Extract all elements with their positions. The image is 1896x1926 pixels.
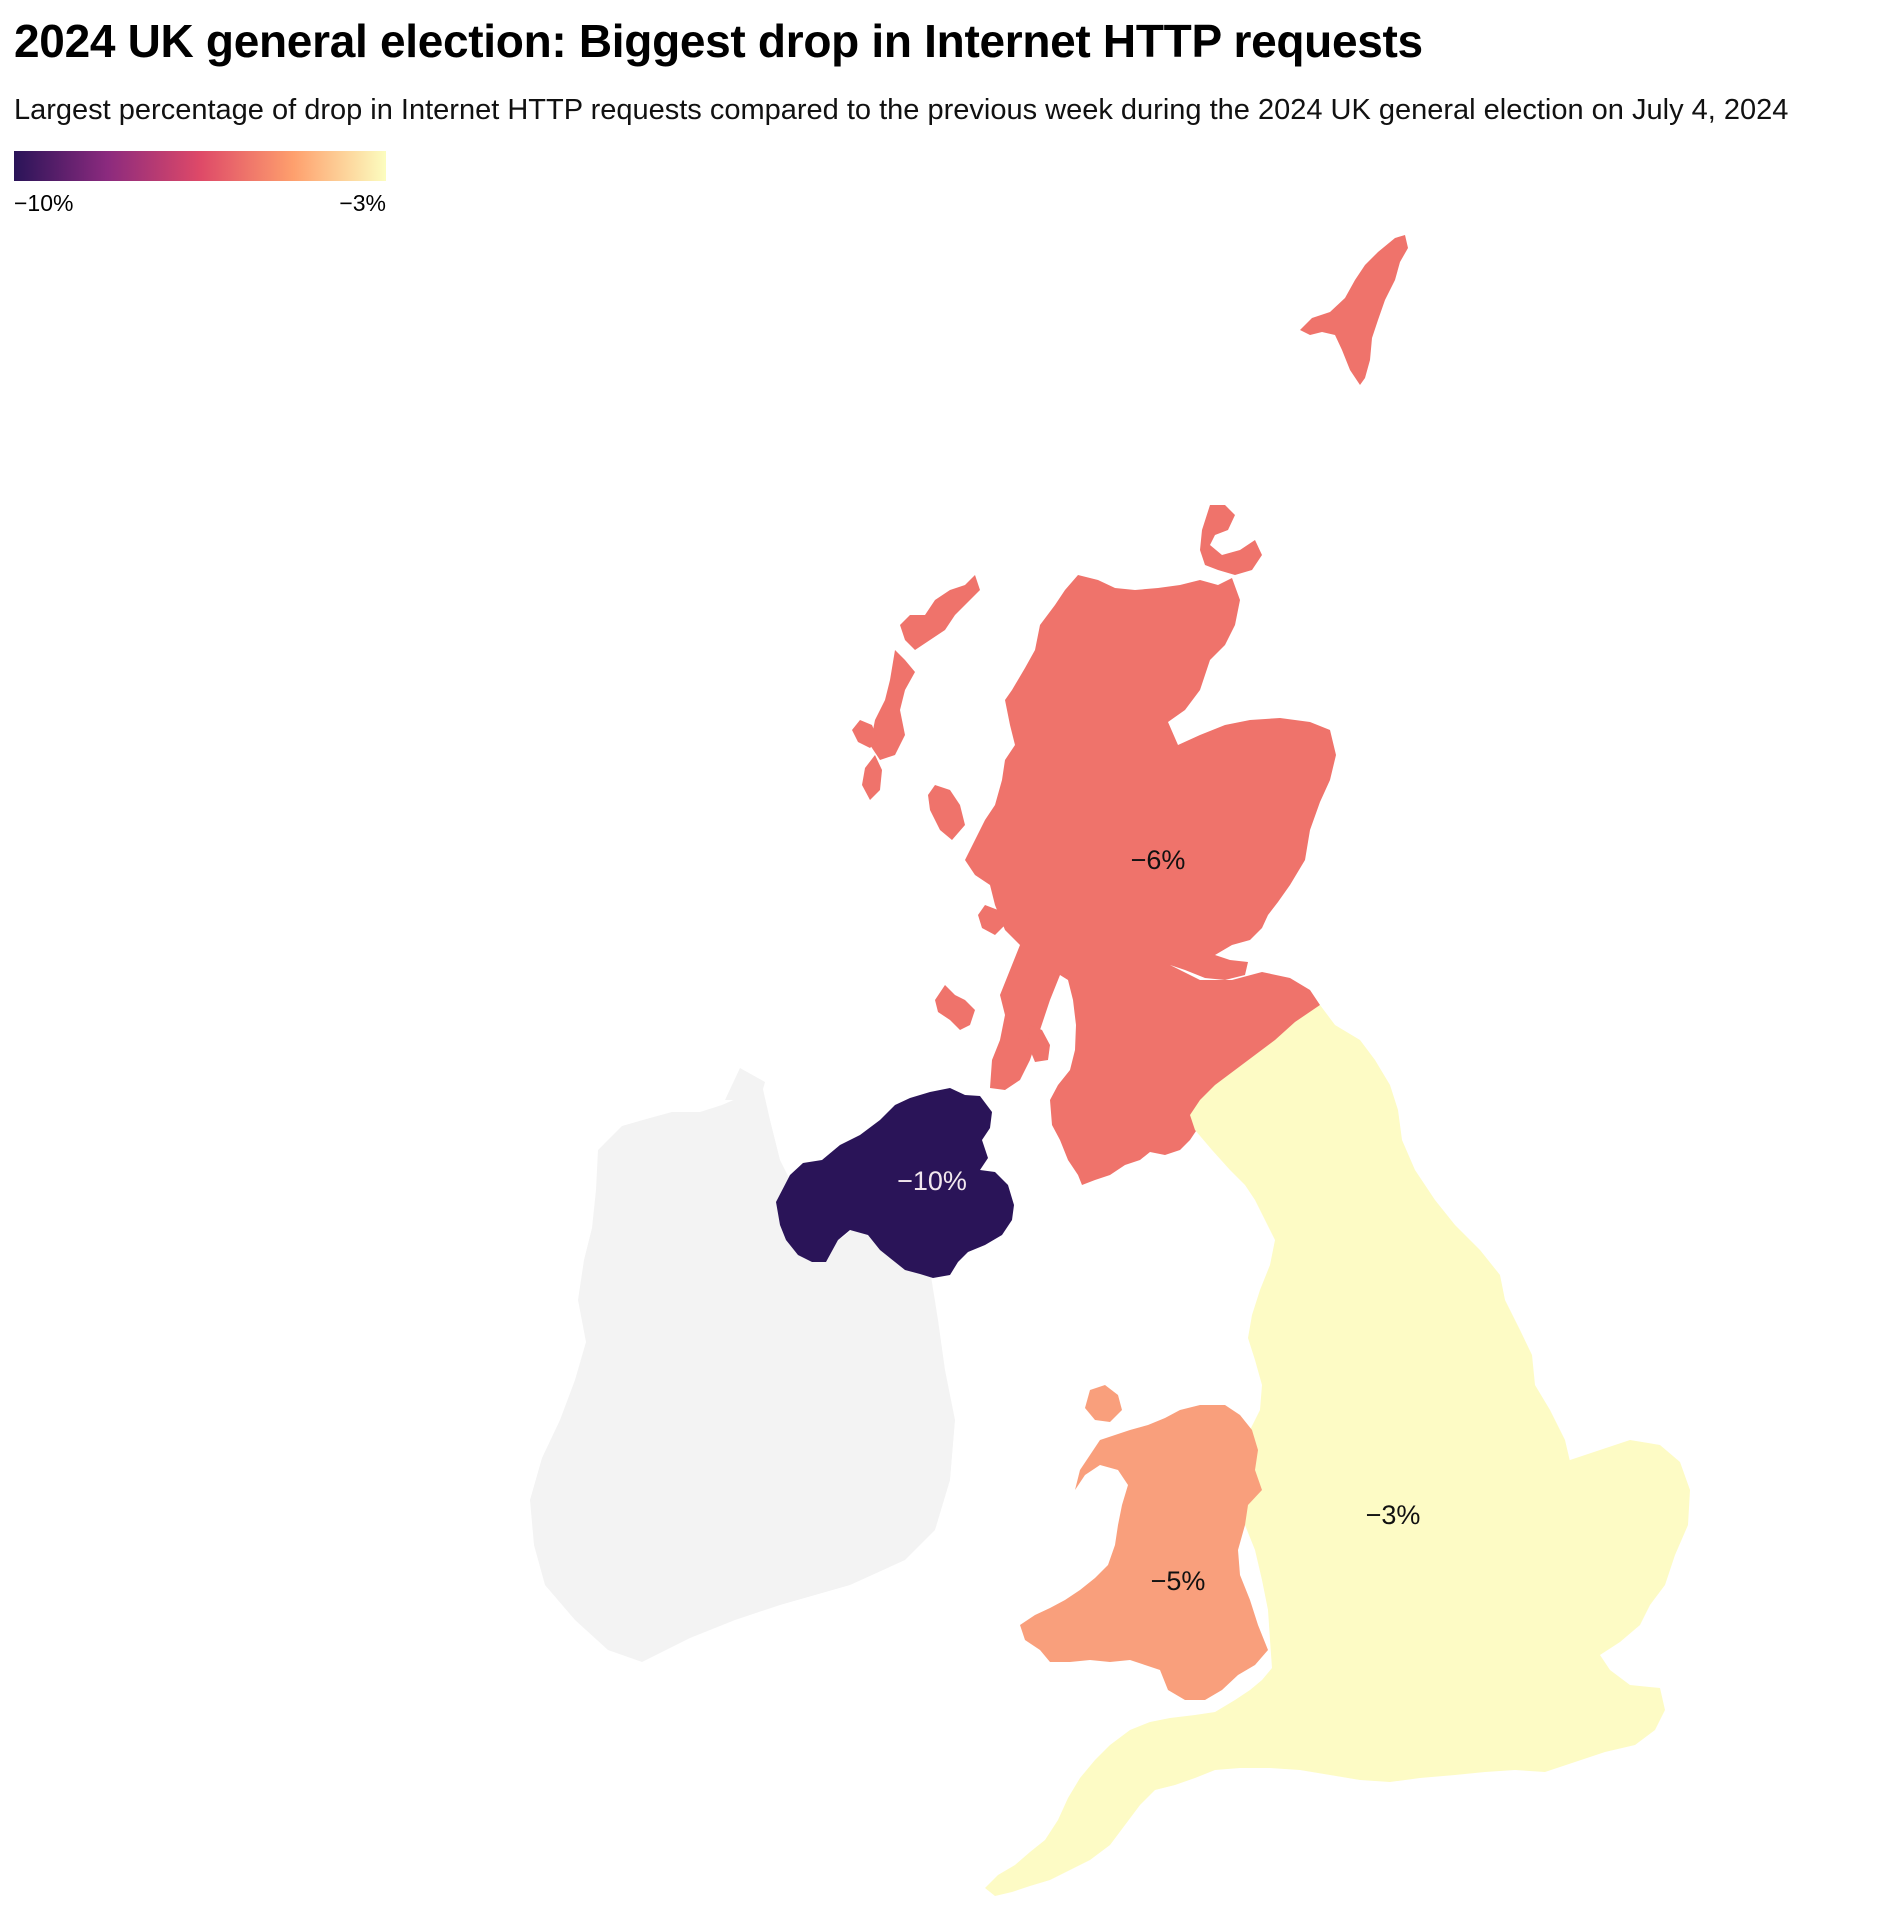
legend-gradient-bar	[14, 151, 386, 181]
legend-min-label: −10%	[14, 190, 74, 216]
label-northern-ireland: −10%	[897, 1166, 967, 1196]
region-england[interactable]	[985, 1005, 1690, 1896]
color-legend: −10% −3%	[14, 151, 386, 220]
chart-subtitle: Largest percentage of drop in Internet H…	[14, 94, 1789, 126]
region-ireland	[530, 1068, 955, 1662]
label-england: −3%	[1366, 1500, 1421, 1530]
region-wales[interactable]	[1020, 1385, 1268, 1700]
region-scotland[interactable]	[852, 235, 1408, 1185]
label-wales: −5%	[1151, 1566, 1206, 1596]
region-northern-ireland[interactable]	[776, 1088, 1014, 1278]
label-scotland: −6%	[1131, 845, 1186, 875]
legend-max-label: −3%	[339, 190, 386, 216]
chart-title: 2024 UK general election: Biggest drop i…	[14, 15, 1423, 67]
